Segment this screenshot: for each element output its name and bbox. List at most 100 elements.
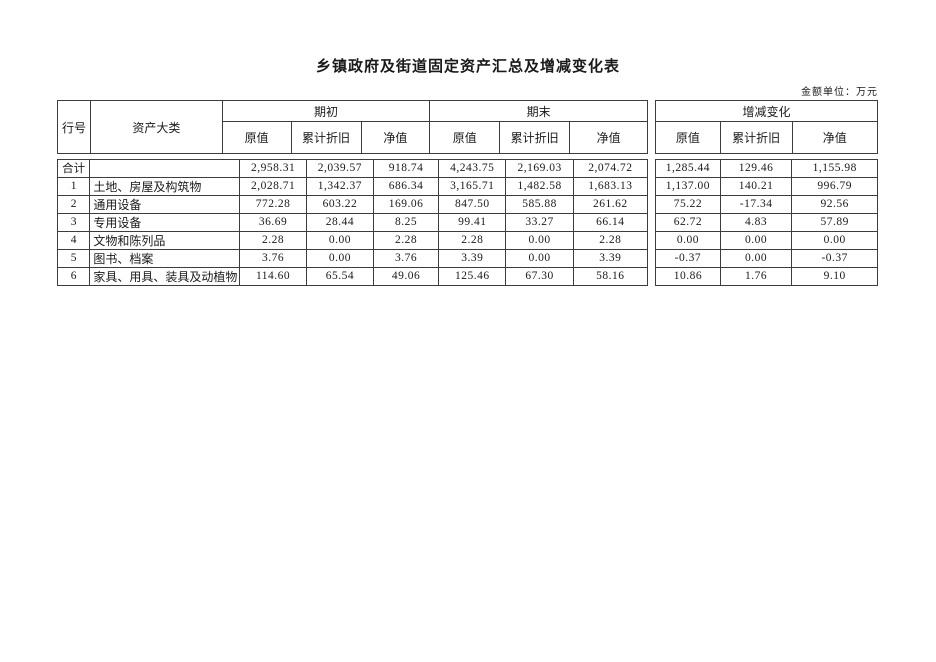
table-row-change: 0.00 0.00 0.00 — [655, 230, 878, 250]
change-original-cell: -0.37 — [655, 248, 721, 268]
ending-net-cell: 2.28 — [572, 230, 649, 250]
change-depreciation-cell: 1.76 — [719, 266, 793, 286]
table-row: 合计 2,958.31 2,039.57 918.74 4,243.75 2,1… — [56, 159, 649, 178]
header-group-beginning: 期初 — [221, 100, 431, 122]
header-beginning-original: 原值 — [221, 121, 292, 154]
category-cell: 专用设备 — [89, 212, 241, 232]
table-row-change: 62.72 4.83 57.89 — [655, 212, 878, 232]
category-cell: 土地、房屋及构筑物 — [89, 176, 241, 196]
ending-original-cell: 125.46 — [438, 266, 507, 286]
beginning-net-cell: 3.76 — [373, 248, 440, 268]
row-no-cell: 4 — [56, 230, 91, 250]
beginning-depreciation-cell: 0.00 — [305, 248, 375, 268]
change-depreciation-cell: 0.00 — [719, 248, 793, 268]
change-depreciation-cell: 129.46 — [719, 159, 793, 178]
page-title: 乡镇政府及街道固定资产汇总及增减变化表 — [315, 59, 620, 75]
header-group-change: 增减变化 — [655, 100, 878, 122]
row-no-cell: 5 — [56, 248, 91, 268]
header-beginning-depreciation: 累计折旧 — [290, 121, 362, 154]
ending-net-cell: 66.14 — [572, 212, 649, 232]
ending-depreciation-cell: 2,169.03 — [505, 159, 574, 178]
beginning-depreciation-cell: 2,039.57 — [305, 159, 375, 178]
change-original-cell: 1,285.44 — [655, 159, 721, 178]
change-header-table: 增减变化 原值 累计折旧 净值 — [655, 100, 878, 154]
change-original-cell: 0.00 — [655, 230, 721, 250]
category-cell: 图书、档案 — [89, 248, 241, 268]
row-no-cell: 合计 — [56, 159, 91, 178]
header-row-no: 行号 — [57, 100, 91, 154]
change-original-cell: 10.86 — [655, 266, 721, 286]
ending-original-cell: 3.39 — [438, 248, 507, 268]
header-category: 资产大类 — [89, 100, 223, 154]
change-net-cell: 0.00 — [791, 230, 878, 250]
ending-net-cell: 261.62 — [572, 194, 649, 214]
table-row-change: 1,285.44 129.46 1,155.98 — [655, 159, 878, 178]
change-depreciation-cell: 0.00 — [719, 230, 793, 250]
change-body-table: 1,285.44 129.46 1,155.98 1,137.00 140.21… — [655, 159, 878, 286]
ending-depreciation-cell: 67.30 — [505, 266, 574, 286]
beginning-net-cell: 49.06 — [373, 266, 440, 286]
row-no-cell: 1 — [56, 176, 91, 196]
header-group-ending: 期末 — [429, 100, 648, 122]
beginning-original-cell: 114.60 — [239, 266, 307, 286]
ending-net-cell: 2,074.72 — [572, 159, 649, 178]
category-cell: 通用设备 — [89, 194, 241, 214]
change-net-cell: 57.89 — [791, 212, 878, 232]
header-change-depreciation: 累计折旧 — [719, 121, 793, 154]
beginning-depreciation-cell: 1,342.37 — [305, 176, 375, 196]
category-cell — [89, 159, 241, 178]
change-depreciation-cell: 140.21 — [719, 176, 793, 196]
ending-depreciation-cell: 1,482.58 — [505, 176, 574, 196]
ending-original-cell: 3,165.71 — [438, 176, 507, 196]
header-ending-net: 净值 — [569, 121, 648, 154]
beginning-net-cell: 2.28 — [373, 230, 440, 250]
category-cell: 家具、用具、装具及动植物 — [89, 266, 241, 286]
table-row: 2 通用设备 772.28 603.22 169.06 847.50 585.8… — [56, 194, 649, 214]
table-row: 1 土地、房屋及构筑物 2,028.71 1,342.37 686.34 3,1… — [56, 176, 649, 196]
ending-depreciation-cell: 0.00 — [505, 230, 574, 250]
table-row: 4 文物和陈列品 2.28 0.00 2.28 2.28 0.00 2.28 — [56, 230, 649, 250]
beginning-original-cell: 2.28 — [239, 230, 307, 250]
beginning-original-cell: 2,028.71 — [239, 176, 307, 196]
change-net-cell: 92.56 — [791, 194, 878, 214]
ending-original-cell: 847.50 — [438, 194, 507, 214]
row-no-cell: 2 — [56, 194, 91, 214]
table-row-change: 10.86 1.76 9.10 — [655, 266, 878, 286]
main-table-body: 合计 2,958.31 2,039.57 918.74 4,243.75 2,1… — [56, 159, 649, 286]
table-row-change: -0.37 0.00 -0.37 — [655, 248, 878, 268]
beginning-net-cell: 169.06 — [373, 194, 440, 214]
ending-depreciation-cell: 0.00 — [505, 248, 574, 268]
change-original-cell: 75.22 — [655, 194, 721, 214]
change-depreciation-cell: 4.83 — [719, 212, 793, 232]
ending-net-cell: 3.39 — [572, 248, 649, 268]
ending-depreciation-cell: 33.27 — [505, 212, 574, 232]
table-row-change: 1,137.00 140.21 996.79 — [655, 176, 878, 196]
ending-net-cell: 1,683.13 — [572, 176, 649, 196]
beginning-net-cell: 686.34 — [373, 176, 440, 196]
header-change-original: 原值 — [655, 121, 721, 154]
category-cell: 文物和陈列品 — [89, 230, 241, 250]
change-net-cell: 9.10 — [791, 266, 878, 286]
change-original-cell: 62.72 — [655, 212, 721, 232]
change-depreciation-cell: -17.34 — [719, 194, 793, 214]
header-ending-depreciation: 累计折旧 — [499, 121, 571, 154]
main-header-table: 行号 资产大类 期初 期末 原值 累计折旧 净值 原值 累计折旧 净值 — [57, 100, 648, 154]
ending-depreciation-cell: 585.88 — [505, 194, 574, 214]
change-net-cell: 996.79 — [791, 176, 878, 196]
beginning-original-cell: 772.28 — [239, 194, 307, 214]
change-original-cell: 1,137.00 — [655, 176, 721, 196]
beginning-depreciation-cell: 65.54 — [305, 266, 375, 286]
beginning-depreciation-cell: 28.44 — [305, 212, 375, 232]
change-net-cell: -0.37 — [791, 248, 878, 268]
beginning-net-cell: 8.25 — [373, 212, 440, 232]
change-net-cell: 1,155.98 — [791, 159, 878, 178]
table-row: 5 图书、档案 3.76 0.00 3.76 3.39 0.00 3.39 — [56, 248, 649, 268]
beginning-depreciation-cell: 603.22 — [305, 194, 375, 214]
change-table-body: 1,285.44 129.46 1,155.98 1,137.00 140.21… — [655, 159, 878, 286]
row-no-cell: 6 — [56, 266, 91, 286]
table-row-change: 75.22 -17.34 92.56 — [655, 194, 878, 214]
ending-original-cell: 4,243.75 — [438, 159, 507, 178]
beginning-original-cell: 36.69 — [239, 212, 307, 232]
beginning-depreciation-cell: 0.00 — [305, 230, 375, 250]
